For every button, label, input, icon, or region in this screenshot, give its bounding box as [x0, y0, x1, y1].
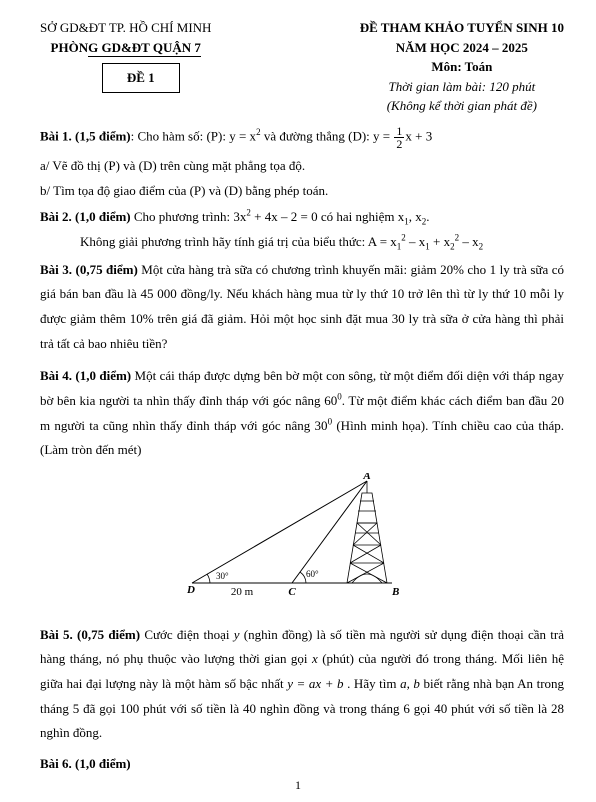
duration: Thời gian làm bài: 120 phút — [360, 77, 564, 97]
label-b: B — [391, 586, 399, 598]
problem-1b: b/ Tìm tọa độ giao điểm của (P) và (D) b… — [40, 181, 564, 201]
angle-30: 30° — [216, 571, 229, 581]
problem-1a: a/ Vẽ đồ thị (P) và (D) trên cùng mặt ph… — [40, 156, 564, 176]
label-a: A — [362, 473, 370, 482]
exam-number-box: ĐỀ 1 — [102, 63, 180, 93]
title-line2: NĂM HỌC 2024 – 2025 — [360, 38, 564, 58]
distance-label: 20 m — [231, 586, 254, 598]
org-line1: SỞ GD&ĐT TP. HỒ CHÍ MINH — [40, 18, 211, 38]
fraction: 12 — [394, 125, 404, 150]
problem-1: Bài 1. (1,5 điểm): Cho hàm số: (P): y = … — [40, 125, 564, 150]
problem-2: Bài 2. (1,0 điểm) Cho phương trình: 3x2 … — [40, 207, 564, 227]
problem-3: Bài 3. (0,75 điểm) Một cửa hàng trà sữa … — [40, 258, 564, 357]
problem-5: Bài 5. (0,75 điểm) Cước điện thoại y (ng… — [40, 623, 564, 746]
label-d: D — [186, 584, 195, 596]
duration-note: (Không kể thời gian phát đề) — [360, 96, 564, 116]
tower-svg: A D C B 30° 60° 20 m — [172, 473, 432, 603]
problem-2-line2: Không giải phương trình hãy tính giá trị… — [40, 232, 564, 252]
problem-4: Bài 4. (1,0 điểm) Một cái tháp được dựng… — [40, 364, 564, 463]
title-line1: ĐỀ THAM KHẢO TUYỂN SINH 10 — [360, 18, 564, 38]
page-number: 1 — [0, 776, 596, 794]
problem-6: Bài 6. (1,0 điểm) — [40, 754, 564, 774]
label-c: C — [288, 586, 296, 598]
angle-60: 60° — [306, 569, 319, 579]
header-right: ĐỀ THAM KHẢO TUYỂN SINH 10 NĂM HỌC 2024 … — [360, 18, 564, 117]
tower-figure: A D C B 30° 60° 20 m — [40, 473, 564, 609]
org-line2: PHÒNG GD&ĐT QUẬN 7 — [40, 38, 211, 58]
document-header: SỞ GD&ĐT TP. HỒ CHÍ MINH PHÒNG GD&ĐT QUẬ… — [40, 18, 564, 117]
header-left: SỞ GD&ĐT TP. HỒ CHÍ MINH PHÒNG GD&ĐT QUẬ… — [40, 18, 211, 117]
content: Bài 1. (1,5 điểm): Cho hàm số: (P): y = … — [40, 125, 564, 774]
subject: Môn: Toán — [360, 57, 564, 77]
